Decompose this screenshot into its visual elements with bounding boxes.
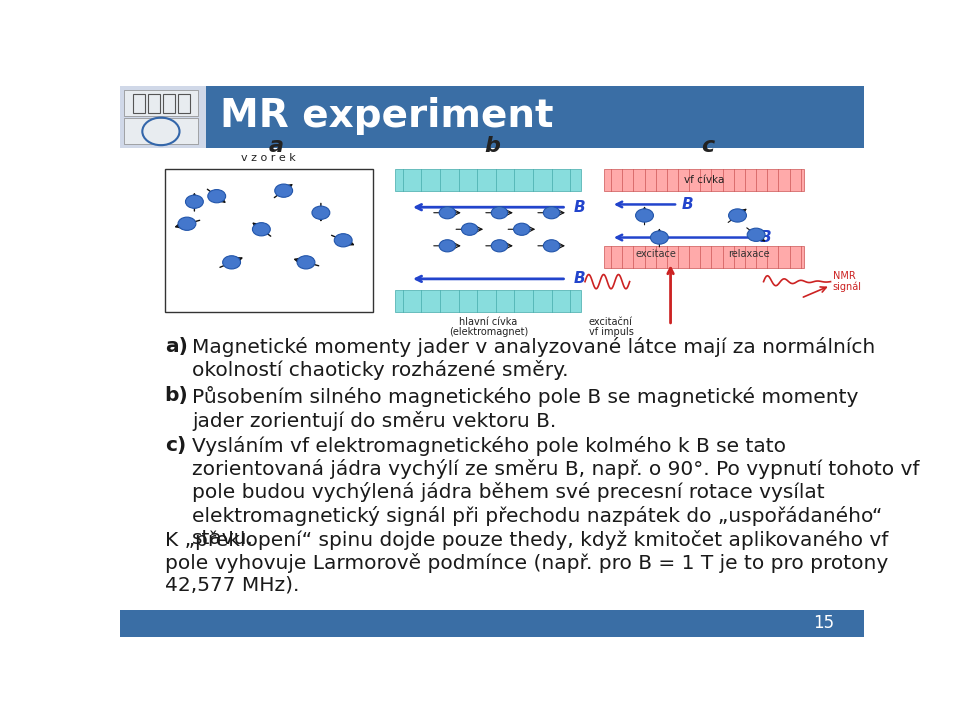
Text: B: B — [682, 197, 693, 212]
Text: B: B — [574, 200, 586, 215]
Circle shape — [223, 256, 241, 269]
FancyBboxPatch shape — [124, 90, 198, 116]
Circle shape — [651, 231, 668, 244]
Text: vf impuls: vf impuls — [588, 327, 634, 337]
Text: b): b) — [165, 387, 188, 405]
Text: a): a) — [165, 337, 187, 356]
FancyBboxPatch shape — [120, 610, 864, 637]
Circle shape — [275, 184, 293, 198]
Text: 15: 15 — [813, 614, 834, 632]
Text: hlavní cívka: hlavní cívka — [459, 317, 517, 327]
Circle shape — [207, 190, 226, 203]
Circle shape — [492, 240, 508, 252]
Text: excitace: excitace — [636, 248, 676, 258]
Text: signál: signál — [832, 281, 862, 292]
FancyBboxPatch shape — [120, 86, 205, 147]
Circle shape — [462, 223, 478, 236]
FancyBboxPatch shape — [396, 168, 581, 190]
Text: K „překlopení“ spinu dojde pouze thedy, když kmitočet aplikovaného vf
pole vyhov: K „překlopení“ spinu dojde pouze thedy, … — [165, 530, 888, 595]
FancyBboxPatch shape — [604, 168, 804, 190]
Circle shape — [729, 209, 747, 222]
Circle shape — [439, 240, 456, 252]
Circle shape — [312, 206, 330, 219]
Circle shape — [178, 217, 196, 231]
Circle shape — [185, 195, 204, 208]
Circle shape — [439, 207, 456, 219]
Text: Působením silného magnetického pole B se magnetické momenty
jader zorientují do : Působením silného magnetického pole B se… — [192, 387, 858, 430]
Text: c): c) — [165, 436, 186, 455]
Circle shape — [514, 223, 530, 236]
Text: vf cívka: vf cívka — [684, 175, 724, 185]
Circle shape — [252, 223, 271, 236]
Text: B: B — [760, 230, 772, 245]
Text: Magnetické momenty jader v analyzované látce mají za normálních
okolností chaoti: Magnetické momenty jader v analyzované l… — [192, 337, 876, 380]
Circle shape — [492, 207, 508, 219]
Text: MR experiment: MR experiment — [221, 97, 554, 135]
Text: B: B — [574, 271, 586, 286]
Text: relaxace: relaxace — [728, 248, 770, 258]
Text: excitační: excitační — [588, 317, 633, 327]
FancyBboxPatch shape — [120, 86, 864, 147]
FancyBboxPatch shape — [124, 118, 198, 144]
Circle shape — [543, 207, 560, 219]
Text: b: b — [484, 135, 500, 155]
FancyBboxPatch shape — [396, 290, 581, 312]
Text: Vysláním vf elektromagnetického pole kolmého k B se tato
zorientovaná jádra vych: Vysláním vf elektromagnetického pole kol… — [192, 436, 920, 548]
Text: c: c — [701, 135, 714, 155]
Circle shape — [334, 233, 352, 247]
FancyBboxPatch shape — [604, 246, 804, 268]
Text: (elektromagnet): (elektromagnet) — [448, 327, 528, 337]
FancyBboxPatch shape — [165, 168, 372, 312]
Text: v z o r e k: v z o r e k — [241, 153, 297, 163]
Circle shape — [543, 240, 560, 252]
Text: NMR: NMR — [832, 271, 855, 281]
Text: a: a — [269, 135, 284, 155]
Circle shape — [636, 209, 654, 222]
Circle shape — [297, 256, 315, 269]
Circle shape — [747, 228, 765, 241]
